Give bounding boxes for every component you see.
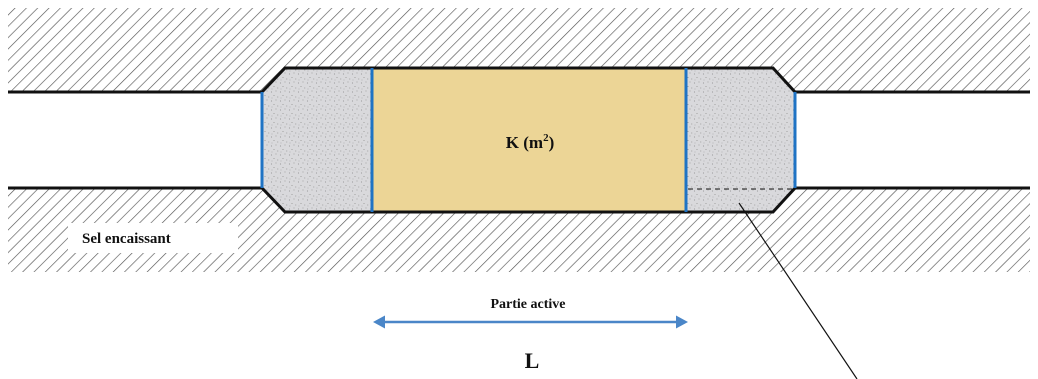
active-part-label: Partie active [490, 297, 565, 312]
concrete-plug-left [262, 68, 372, 212]
host-salt-upper [8, 8, 1030, 92]
concrete-plug-right [686, 68, 795, 212]
double-headed-arrow-icon [373, 315, 688, 329]
host-salt-label-bg [68, 223, 238, 253]
host-salt-lower [8, 188, 1030, 272]
gallery-wall-upper [8, 66, 1030, 94]
permeability-label: K (m2) [506, 132, 554, 152]
length-label: L [525, 348, 540, 373]
pointer-line [738, 202, 858, 379]
host-salt-label: Sel encaissant [82, 231, 171, 247]
gallery-wall-lower [8, 186, 1030, 214]
active-part-block [372, 68, 686, 212]
